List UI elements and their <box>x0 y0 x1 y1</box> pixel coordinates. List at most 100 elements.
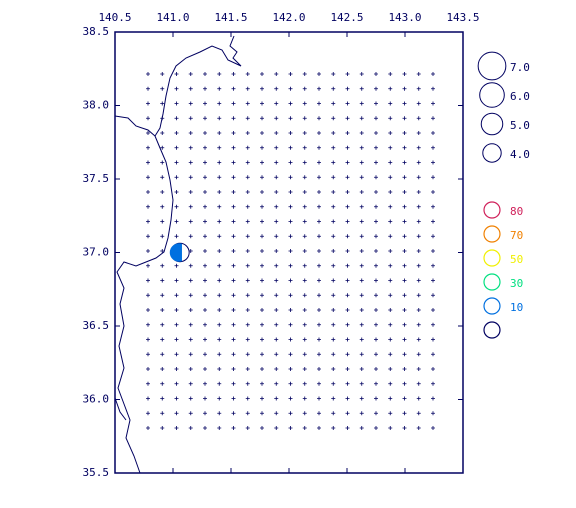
grid-point <box>245 72 250 76</box>
grid-point <box>416 145 421 150</box>
grid-point <box>231 116 236 121</box>
grid-point <box>288 131 293 135</box>
grid-point <box>288 219 293 224</box>
grid-point <box>431 131 435 135</box>
grid-point <box>388 101 393 106</box>
grid-point <box>174 145 179 150</box>
grid-point <box>188 160 193 165</box>
grid-point <box>174 234 179 239</box>
grid-point <box>388 337 393 342</box>
grid-point <box>245 308 250 312</box>
grid-point <box>217 145 222 150</box>
grid-point <box>146 116 150 121</box>
y-tick-label: 38.5 <box>83 25 110 38</box>
grid-point <box>231 381 236 386</box>
grid-point <box>174 116 179 121</box>
grid-point <box>160 101 165 106</box>
grid-point <box>359 72 364 76</box>
grid-point <box>188 352 193 357</box>
grid-point <box>146 352 150 357</box>
grid-point <box>217 249 222 253</box>
grid-point <box>146 293 150 298</box>
grid-point <box>317 293 321 298</box>
grid-point <box>374 160 378 165</box>
grid-point <box>374 337 378 342</box>
grid-point <box>146 322 150 327</box>
grid-point <box>146 249 150 253</box>
grid-point <box>160 204 165 209</box>
grid-point <box>245 116 250 121</box>
grid-point <box>231 72 236 76</box>
grid-point <box>431 175 435 180</box>
grid-point <box>302 308 307 312</box>
grid-point <box>288 145 293 150</box>
grid-point <box>388 263 393 268</box>
grid-point <box>374 204 378 209</box>
grid-point <box>331 322 336 327</box>
grid-point <box>359 367 364 371</box>
magnitude-legend-label: 7.0 <box>510 61 530 74</box>
grid-point <box>245 101 250 106</box>
grid-point <box>174 352 179 357</box>
grid-point <box>359 145 364 150</box>
grid-point <box>317 160 321 165</box>
grid-point <box>416 426 421 430</box>
x-tick-label: 141.0 <box>156 11 189 24</box>
grid-point <box>217 381 222 386</box>
grid-point <box>146 160 150 165</box>
grid-point <box>160 116 165 121</box>
grid-point <box>288 411 293 416</box>
grid-point <box>188 175 193 180</box>
grid-point <box>174 308 179 312</box>
grid-point <box>317 204 321 209</box>
grid-point <box>374 234 378 239</box>
grid-point <box>317 381 321 386</box>
grid-point <box>402 352 407 357</box>
grid-point <box>160 426 165 430</box>
grid-point <box>203 396 207 401</box>
grid-point <box>388 367 393 371</box>
grid-point <box>345 234 350 239</box>
grid-point <box>431 411 435 416</box>
grid-point <box>402 293 407 298</box>
grid-point <box>317 322 321 327</box>
grid-point <box>231 219 236 224</box>
grid-point <box>160 145 165 150</box>
grid-point <box>331 234 336 239</box>
grid-point <box>274 72 279 76</box>
depth-legend-label: 80 <box>510 205 523 218</box>
grid-point <box>274 293 279 298</box>
grid-point <box>374 101 378 106</box>
grid-point <box>317 190 321 194</box>
grid-point <box>203 293 207 298</box>
y-tick-label: 35.5 <box>83 466 110 479</box>
grid-point <box>388 234 393 239</box>
grid-point <box>388 145 393 150</box>
grid-point <box>288 204 293 209</box>
grid-point <box>288 381 293 386</box>
grid-point <box>160 411 165 416</box>
grid-point <box>174 426 179 430</box>
grid-point <box>302 131 307 135</box>
grid-point <box>217 396 222 401</box>
grid-point <box>245 293 250 298</box>
grid-point <box>260 101 264 106</box>
grid-point <box>416 411 421 416</box>
grid-point <box>317 426 321 430</box>
grid-point <box>302 101 307 106</box>
grid-point <box>231 101 236 106</box>
grid-point <box>288 337 293 342</box>
grid-point <box>345 367 350 371</box>
grid-point <box>146 72 150 76</box>
grid-point <box>203 190 207 194</box>
grid-point <box>388 131 393 135</box>
grid-point <box>174 381 179 386</box>
grid-point <box>388 72 393 76</box>
x-tick-label: 142.5 <box>330 11 363 24</box>
grid-point <box>431 278 435 283</box>
grid-point <box>217 278 222 283</box>
grid-point <box>174 204 179 209</box>
grid-point <box>374 190 378 194</box>
grid-point <box>431 86 435 91</box>
grid-point <box>359 116 364 121</box>
